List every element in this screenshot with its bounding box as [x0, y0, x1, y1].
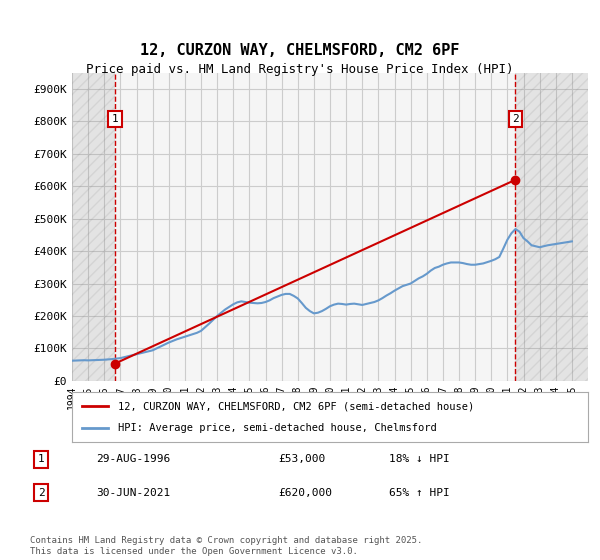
Text: 12, CURZON WAY, CHELMSFORD, CM2 6PF: 12, CURZON WAY, CHELMSFORD, CM2 6PF: [140, 43, 460, 58]
Text: 18% ↓ HPI: 18% ↓ HPI: [389, 454, 449, 464]
Text: 1: 1: [38, 454, 44, 464]
Text: 2: 2: [512, 114, 519, 124]
Text: 1: 1: [112, 114, 118, 124]
Text: 12, CURZON WAY, CHELMSFORD, CM2 6PF (semi-detached house): 12, CURZON WAY, CHELMSFORD, CM2 6PF (sem…: [118, 401, 475, 411]
Text: £620,000: £620,000: [278, 488, 332, 498]
Text: £53,000: £53,000: [278, 454, 326, 464]
Text: 29-AUG-1996: 29-AUG-1996: [96, 454, 170, 464]
Text: Contains HM Land Registry data © Crown copyright and database right 2025.
This d: Contains HM Land Registry data © Crown c…: [30, 536, 422, 556]
Text: 30-JUN-2021: 30-JUN-2021: [96, 488, 170, 498]
Text: HPI: Average price, semi-detached house, Chelmsford: HPI: Average price, semi-detached house,…: [118, 423, 437, 433]
Text: Price paid vs. HM Land Registry's House Price Index (HPI): Price paid vs. HM Land Registry's House …: [86, 63, 514, 77]
Text: 2: 2: [38, 488, 44, 498]
Text: 65% ↑ HPI: 65% ↑ HPI: [389, 488, 449, 498]
